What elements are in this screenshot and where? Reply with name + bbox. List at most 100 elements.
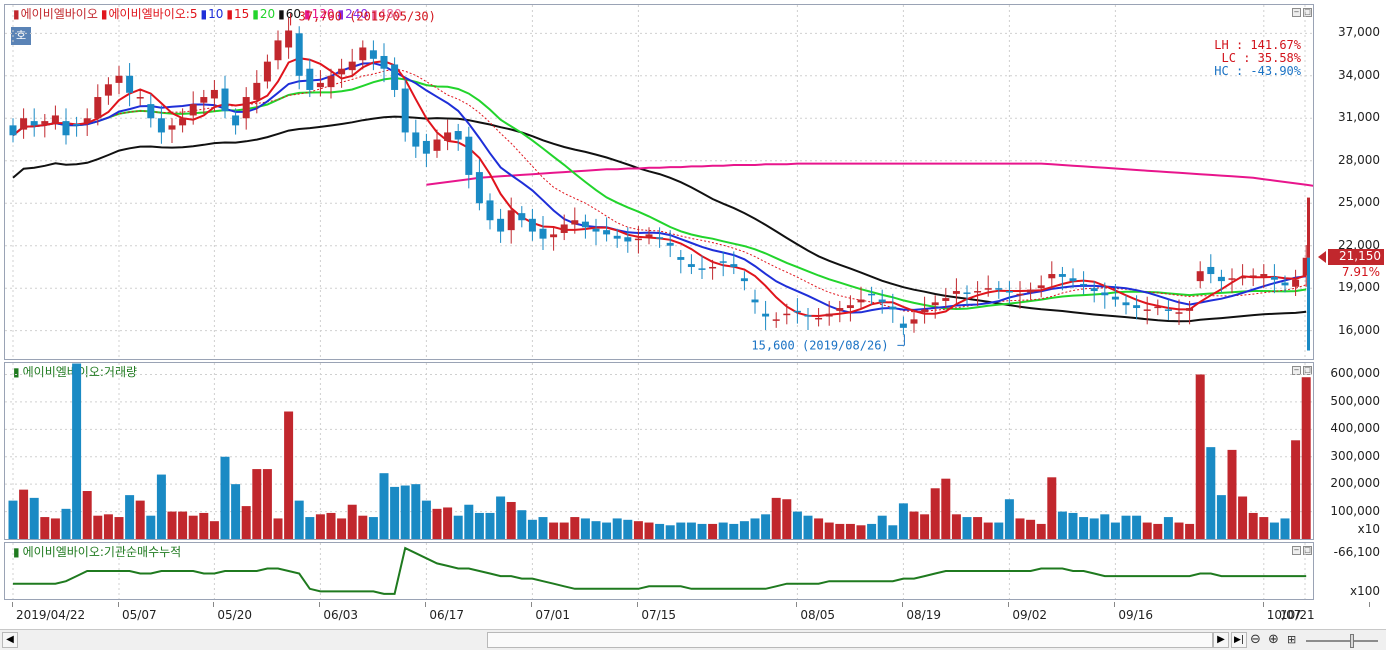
volume-bar: [686, 522, 696, 539]
candle-body: [1175, 312, 1183, 314]
panel-minimize-icon[interactable]: −: [1292, 8, 1301, 17]
scroll-left-button[interactable]: ◀: [2, 632, 18, 648]
date-tick-mark: [425, 602, 427, 607]
volume-legend-marker: ▮: [13, 365, 20, 379]
candle-body: [380, 55, 388, 69]
volume-bar: [994, 522, 1004, 539]
date-tick-mark: [118, 602, 119, 607]
scroll-end-button[interactable]: ▶|: [1231, 632, 1247, 648]
zoom-out-icon[interactable]: ⊖: [1250, 632, 1261, 647]
candle-body: [1122, 302, 1130, 306]
volume-bar: [294, 500, 304, 539]
volume-bar: [82, 491, 92, 539]
candle-body: [126, 75, 134, 93]
candle-width-icon[interactable]: ⊞: [1287, 633, 1297, 646]
legend-item[interactable]: 에이비엘바이오:5: [108, 7, 198, 21]
legend-item[interactable]: 에이비엘바이오: [20, 7, 98, 21]
volume-bar: [19, 489, 29, 539]
candle-body: [369, 50, 377, 59]
volume-bar: [1068, 512, 1078, 539]
candle-body: [1217, 276, 1225, 282]
candle-body: [1281, 282, 1289, 286]
volume-bar: [337, 518, 347, 539]
candle-body: [1080, 283, 1088, 286]
volume-bar: [125, 495, 135, 539]
volume-bar: [103, 514, 113, 539]
candle-body: [1069, 278, 1077, 282]
candle-body: [581, 221, 589, 228]
volume-bar: [379, 473, 389, 539]
candle-body: [751, 299, 759, 303]
legend-item[interactable]: 120: [311, 7, 335, 21]
institution-panel[interactable]: ▮ 에이비엘바이오:기관순매수누적 − □: [4, 542, 1314, 600]
legend-item[interactable]: 480: [378, 7, 402, 21]
candle-body: [30, 121, 38, 126]
candle-body: [433, 139, 441, 151]
candle-body: [62, 121, 70, 136]
candle-body: [709, 266, 717, 269]
ma60-line: [12, 115, 1307, 323]
candle-body: [836, 308, 844, 311]
legend-item[interactable]: 240: [345, 7, 369, 21]
panel-minimize-icon[interactable]: −: [1292, 546, 1301, 555]
candle-body: [1101, 292, 1109, 296]
candle-body: [687, 264, 695, 267]
legend-item[interactable]: 10: [208, 7, 224, 21]
volume-bar: [252, 469, 262, 539]
volume-bar: [61, 508, 71, 539]
candle-body: [539, 228, 547, 239]
volume-bar: [326, 512, 336, 539]
panel-maximize-icon[interactable]: □: [1303, 546, 1312, 555]
volume-bar: [538, 517, 548, 539]
candle-body: [391, 64, 399, 90]
volume-axis: x10 600,000 500,000 400,000 300,000 200,000 1…: [1314, 362, 1386, 540]
panel-maximize-icon[interactable]: □: [1303, 366, 1312, 375]
candle-body: [889, 306, 897, 310]
date-tick-mark: [213, 602, 215, 607]
date-tick-label: 05/20: [217, 608, 252, 622]
candle-body: [666, 242, 674, 246]
volume-bar: [1280, 518, 1290, 539]
candle-body: [1302, 257, 1310, 276]
date-tick-label: 09/16: [1118, 608, 1153, 622]
volume-bar: [792, 511, 802, 539]
scroll-thumb[interactable]: [487, 632, 1213, 648]
volume-bar: [814, 518, 824, 539]
volume-tick-label: 400,000: [1330, 421, 1380, 436]
volume-bar: [782, 499, 792, 539]
volume-bar: [1269, 522, 1279, 539]
candle-body: [147, 104, 155, 119]
volume-bar: [1015, 518, 1025, 539]
volume-bar: [835, 523, 845, 539]
legend-item[interactable]: 15: [233, 7, 250, 21]
panel-maximize-icon[interactable]: □: [1303, 8, 1312, 17]
legend-marker: ▮: [337, 7, 345, 21]
zoom-slider-handle[interactable]: [1350, 634, 1354, 648]
range-stat-label: LC : 35.58%: [1222, 51, 1302, 65]
institution-unit-label: x100: [1349, 584, 1380, 598]
price-panel[interactable]: ▮에이비엘바이오 ▮에이비엘바이오:5 ▮10 ▮15 ▮20 ▮60 ▮120 ▮240 ▮4…: [4, 4, 1314, 360]
scroll-right-button[interactable]: ▶: [1213, 632, 1229, 648]
zoom-slider[interactable]: [1306, 634, 1378, 648]
candle-body: [624, 237, 632, 242]
volume-bar: [368, 517, 378, 539]
volume-bar: [199, 512, 209, 539]
institution-axis: -66,100 x100: [1314, 542, 1386, 600]
date-tick-label: 09/02: [1012, 608, 1047, 622]
legend-item[interactable]: 60: [285, 7, 302, 21]
volume-bar: [973, 517, 983, 539]
quote-badge[interactable]: 호: [11, 27, 31, 45]
candle-body: [1292, 279, 1300, 287]
ma120-line: [426, 162, 1313, 187]
zoom-in-icon[interactable]: ⊕: [1268, 632, 1279, 647]
candle-body: [740, 278, 748, 282]
candle-body: [603, 230, 611, 235]
candle-body: [952, 291, 960, 294]
price-tick-label: 16,000: [1338, 322, 1380, 337]
legend-marker: ▮: [304, 7, 311, 21]
legend-item[interactable]: 20: [259, 7, 276, 21]
volume-bar: [697, 523, 707, 539]
volume-panel[interactable]: ▮에이비엘바이오:거래량 − □: [4, 362, 1314, 540]
chart-scrollbar[interactable]: ◀ ▶ ▶| ⊖ ⊕ ⊞: [0, 629, 1386, 650]
volume-bar: [771, 497, 781, 539]
